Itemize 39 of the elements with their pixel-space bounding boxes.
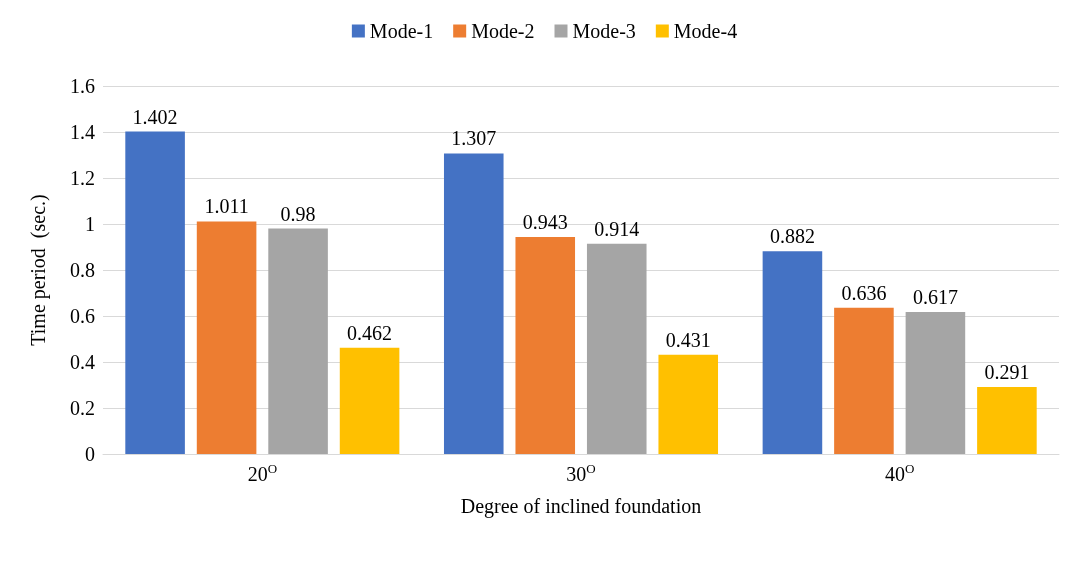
data-label: 1.011 bbox=[204, 195, 249, 218]
y-tick-label: 1 bbox=[85, 213, 95, 235]
legend-label: Mode-3 bbox=[572, 20, 636, 42]
bar bbox=[339, 347, 400, 454]
data-label: 1.402 bbox=[132, 105, 178, 128]
bar bbox=[125, 131, 185, 454]
bar bbox=[443, 153, 504, 454]
y-tick-label: 0 bbox=[85, 443, 95, 465]
y-tick-label: 0.6 bbox=[70, 305, 95, 327]
bar bbox=[762, 251, 823, 454]
y-axis-title: Time period (sec.) bbox=[27, 194, 50, 346]
bar bbox=[196, 221, 257, 454]
y-tick-label: 1.4 bbox=[70, 121, 95, 143]
data-label: 0.914 bbox=[594, 217, 640, 240]
data-label: 0.943 bbox=[522, 211, 568, 234]
y-tick-label: 0.8 bbox=[70, 259, 95, 281]
bar bbox=[977, 387, 1037, 454]
x-axis-title: Degree of inclined foundation bbox=[460, 495, 702, 518]
data-label: 0.882 bbox=[769, 225, 815, 248]
bar bbox=[834, 307, 894, 454]
data-label: 0.98 bbox=[280, 202, 316, 225]
data-label: 1.307 bbox=[451, 127, 497, 150]
bar bbox=[515, 237, 576, 454]
data-label: 0.636 bbox=[841, 281, 887, 304]
legend-label: Mode-4 bbox=[673, 20, 738, 42]
bar bbox=[268, 228, 328, 454]
y-tick-label: 1.2 bbox=[70, 167, 95, 189]
legend-label: Mode-1 bbox=[369, 20, 434, 42]
data-label: 0.431 bbox=[665, 328, 711, 351]
legend-label: Mode-2 bbox=[471, 20, 535, 42]
bar bbox=[905, 312, 966, 454]
bar bbox=[586, 243, 647, 454]
data-label: 0.617 bbox=[912, 286, 958, 309]
y-tick-label: 0.2 bbox=[70, 397, 95, 419]
y-tick-label: 1.6 bbox=[70, 75, 95, 97]
data-label: 0.291 bbox=[984, 361, 1030, 384]
data-label: 0.462 bbox=[347, 321, 393, 344]
y-tick-label: 0.4 bbox=[70, 351, 95, 373]
bar bbox=[658, 354, 719, 454]
